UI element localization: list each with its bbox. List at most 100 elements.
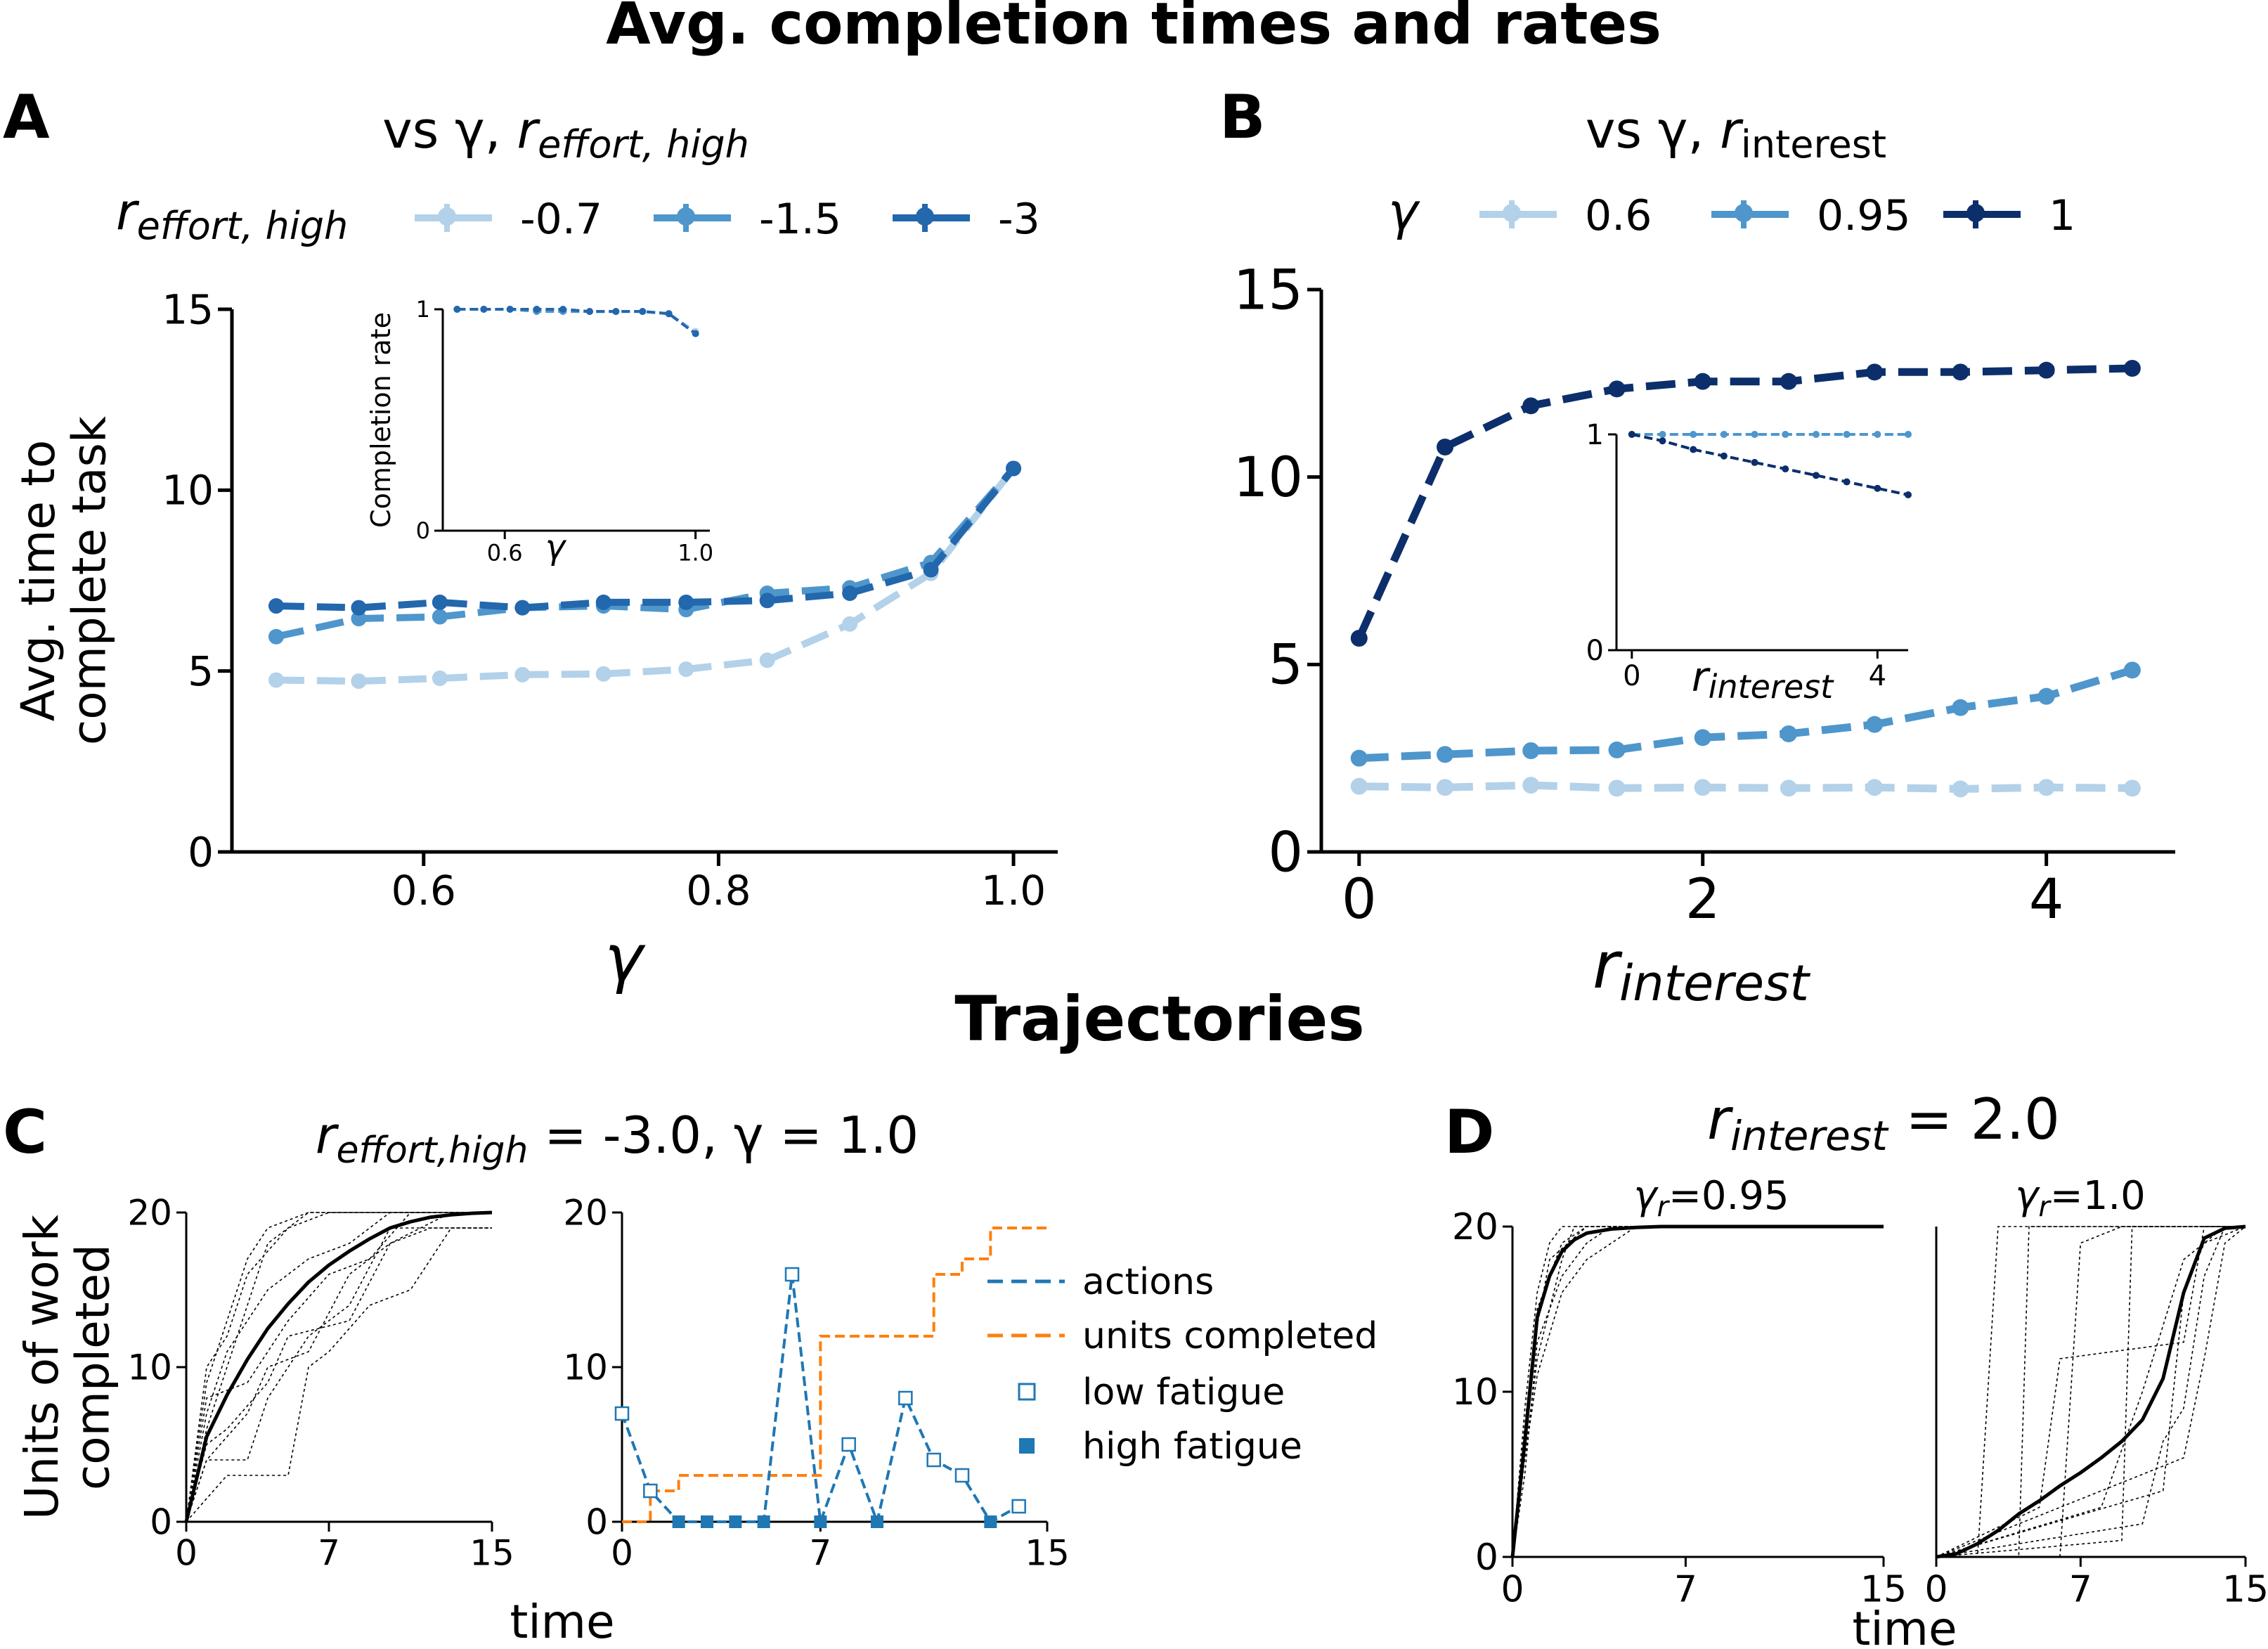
data-point	[692, 330, 699, 337]
y-axis-label: Completion rate	[365, 312, 396, 528]
data-point	[480, 306, 488, 313]
data-point	[268, 598, 284, 614]
data-point	[1874, 431, 1881, 438]
data-point	[506, 306, 514, 313]
trajectory-line	[186, 1212, 492, 1522]
data-point	[1905, 491, 1912, 498]
trajectory-line	[1512, 1226, 1884, 1558]
trajectory-line	[1936, 1226, 2246, 1558]
data-point	[1608, 741, 1626, 758]
panel-letter-d: D	[1444, 1097, 1494, 1168]
legend-b-title: γ	[1388, 182, 1420, 241]
x-axis-label: time	[1852, 1602, 1957, 1649]
data-point	[759, 593, 775, 609]
data-point	[639, 308, 647, 316]
x-axis-label: rinterest	[1692, 653, 1834, 706]
series-line--3	[457, 308, 696, 335]
trajectory-line	[1936, 1226, 2246, 1558]
trajectory-line	[1512, 1226, 1884, 1558]
low-fatigue-marker	[926, 1452, 941, 1468]
data-point	[1694, 373, 1711, 390]
panel-a-title: vs γ, reffort, high	[382, 101, 749, 167]
chart-a-inset: 0.6 1.0 0 1 Completion rate γ	[365, 296, 713, 567]
data-point	[1690, 431, 1697, 438]
legend-label: -1.5	[759, 195, 841, 244]
trajectory-line	[186, 1212, 492, 1522]
data-point	[1437, 439, 1454, 455]
data-point	[1522, 397, 1540, 415]
x-tick-label: 7	[318, 1533, 340, 1574]
data-point	[1350, 630, 1368, 647]
data-point	[1952, 780, 1969, 798]
x-tick-label: 7	[1674, 1568, 1697, 1610]
series-line-units-completed	[622, 1227, 1047, 1523]
y-tick-label: 0	[416, 517, 430, 544]
y-axis-label: Avg. time tocomplete task	[11, 415, 117, 745]
x-tick-label: 15	[1860, 1568, 1907, 1610]
trajectory-line	[1512, 1226, 1884, 1558]
low-fatigue-marker	[643, 1483, 658, 1499]
x-tick-label: 15	[2222, 1568, 2268, 1610]
panel-c-title: reffort,high = -3.0, γ = 1.0	[316, 1106, 919, 1172]
data-point	[432, 670, 448, 686]
legend-label-actions: actions	[1082, 1261, 1214, 1303]
data-point	[2037, 779, 2055, 796]
trajectory-line	[186, 1227, 492, 1522]
mean-trajectory-line	[1936, 1224, 2246, 1559]
legend-marker	[438, 207, 456, 226]
legend-swatch-low-fatigue	[1018, 1383, 1036, 1401]
trajectory-line	[1936, 1226, 2246, 1558]
data-point	[268, 672, 284, 688]
inset-background	[443, 309, 710, 531]
data-point	[2037, 687, 2055, 705]
data-point	[351, 673, 367, 690]
data-point	[1866, 779, 1884, 796]
panel-b-title: vs γ, rinterest	[1586, 101, 1886, 167]
x-tick-label: 15	[469, 1533, 514, 1574]
data-point	[1952, 363, 1969, 381]
legend-marker	[916, 207, 934, 226]
legend-label: 0.6	[1585, 191, 1652, 240]
data-point	[1628, 431, 1635, 438]
data-point	[1782, 465, 1789, 473]
legend-swatch-high-fatigue	[1019, 1438, 1035, 1454]
y-tick-label: 0	[1475, 1537, 1498, 1579]
legend-label-high-fatigue: high fatigue	[1082, 1425, 1302, 1468]
legend-label: 0.95	[1817, 191, 1911, 240]
data-point	[1812, 472, 1820, 479]
data-point	[1006, 460, 1022, 477]
data-point	[351, 600, 367, 616]
low-fatigue-marker	[898, 1390, 913, 1406]
data-point	[1694, 729, 1711, 746]
low-fatigue-marker	[614, 1406, 630, 1421]
data-point	[1350, 777, 1368, 795]
panel-letter-a: A	[3, 82, 50, 153]
data-point	[678, 661, 694, 678]
data-point	[1780, 725, 1797, 742]
data-point	[533, 306, 540, 313]
x-axis-label: time	[510, 1595, 614, 1649]
data-point	[586, 308, 593, 316]
low-fatigue-marker	[784, 1267, 800, 1282]
x-tick-label: 15	[1025, 1533, 1070, 1574]
data-point	[1866, 363, 1884, 381]
low-fatigue-marker	[1011, 1499, 1026, 1514]
data-point	[2123, 780, 2141, 797]
section-trajectories-title: Trajectories	[954, 983, 1364, 1055]
y-tick-label: 1	[416, 296, 430, 323]
chart-c-right: 0 7 15 0 10 20 actions units completed low fatig…	[563, 1193, 1378, 1574]
legend-label: 1	[2049, 191, 2075, 240]
y-axis-label: Units of workcompleted	[15, 1214, 120, 1520]
x-tick-label: 0.6	[391, 867, 456, 914]
y-tick-label: 0	[585, 1502, 608, 1543]
x-tick-label: 0	[1501, 1568, 1524, 1610]
high-fatigue-marker	[701, 1515, 713, 1528]
legend-a: reffort, high -0.7 -1.5 -3	[116, 182, 1040, 248]
x-axis-label: γ	[545, 528, 567, 567]
data-point	[1843, 431, 1851, 438]
legend-marker	[677, 207, 695, 226]
